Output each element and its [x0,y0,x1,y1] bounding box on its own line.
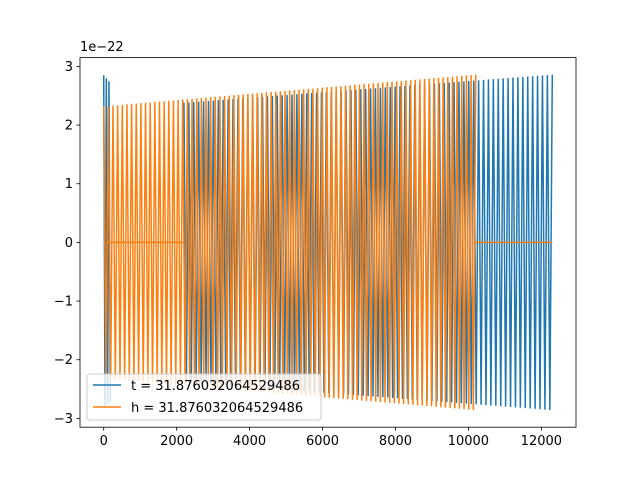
x-tick-label: 6000 [306,434,339,449]
legend: t = 31.876032064529486 h = 31.8760320645… [86,373,322,421]
x-tick-label: 2000 [160,434,193,449]
y-tick-label: 2 [65,119,73,134]
y-tick-label: −1 [54,295,73,310]
x-tick-label: 0 [100,434,108,449]
legend-label-t: t = 31.876032064529486 [131,379,300,394]
x-axis: 0 2000 4000 6000 8000 10000 12000 [100,427,562,449]
series-layer [102,74,554,411]
y-tick-label: 1 [65,177,73,192]
y-tick-label: −2 [54,353,73,368]
y-tick-label: −3 [54,412,73,427]
x-tick-label: 10000 [448,434,489,449]
y-tick-label: 3 [65,60,73,75]
series-1-segment-0 [102,74,477,410]
x-tick-label: 4000 [233,434,266,449]
y-axis: −3 −2 −1 0 1 2 3 [54,60,80,427]
x-tick-label: 12000 [521,434,562,449]
legend-box [86,373,322,421]
y-tick-label: 0 [65,236,73,251]
x-tick-label: 8000 [379,434,412,449]
y-offset-label: 1e−22 [80,40,124,55]
legend-label-h: h = 31.876032064529486 [131,401,303,416]
